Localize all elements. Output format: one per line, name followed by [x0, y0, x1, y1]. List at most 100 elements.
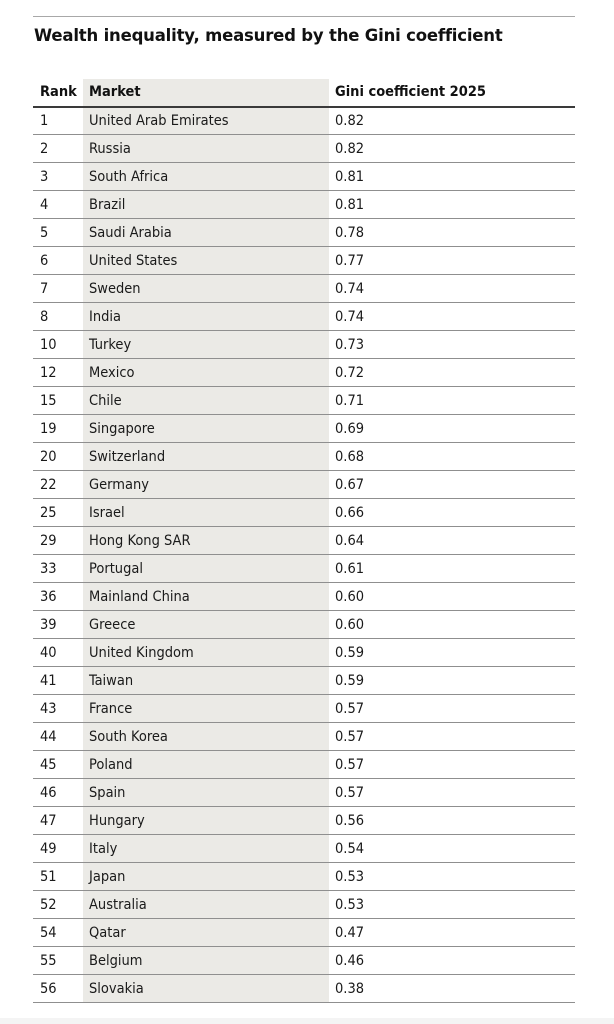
table-row: 22 Germany 0.67	[0, 471, 614, 499]
table-row: 29 Hong Kong SAR 0.64	[0, 527, 614, 555]
table-body: 1 United Arab Emirates 0.82 2 Russia 0.82 3 Sou…	[0, 107, 614, 1003]
gini-cell: 0.82	[335, 141, 365, 157]
gini-cell: 0.38	[335, 981, 365, 997]
bottom-edge	[0, 1018, 614, 1024]
gini-cell: 0.57	[335, 729, 365, 745]
gini-cell: 0.71	[335, 393, 365, 409]
table-row: 25 Israel 0.66	[0, 499, 614, 527]
market-cell: Israel	[89, 505, 125, 521]
table-row: 49 Italy 0.54	[0, 835, 614, 863]
market-cell: Hong Kong SAR	[89, 533, 191, 549]
rank-cell: 56	[40, 981, 57, 997]
header-rank: Rank	[40, 84, 77, 100]
table-row: 36 Mainland China 0.60	[0, 583, 614, 611]
table-row: 41 Taiwan 0.59	[0, 667, 614, 695]
rank-cell: 2	[40, 141, 49, 157]
rank-cell: 43	[40, 701, 57, 717]
top-divider	[33, 16, 575, 17]
gini-cell: 0.78	[335, 225, 365, 241]
table-row: 33 Portugal 0.61	[0, 555, 614, 583]
table-row: 47 Hungary 0.56	[0, 807, 614, 835]
gini-cell: 0.53	[335, 869, 365, 885]
rank-cell: 54	[40, 925, 57, 941]
table-row: 40 United Kingdom 0.59	[0, 639, 614, 667]
table-header: Rank Market Gini coefficient 2025	[0, 79, 614, 107]
gini-cell: 0.68	[335, 449, 365, 465]
table-row: 6 United States 0.77	[0, 247, 614, 275]
gini-cell: 0.54	[335, 841, 365, 857]
gini-cell: 0.74	[335, 309, 365, 325]
rank-cell: 15	[40, 393, 57, 409]
table-row: 46 Spain 0.57	[0, 779, 614, 807]
table-row: 56 Slovakia 0.38	[0, 975, 614, 1003]
rank-cell: 10	[40, 337, 57, 353]
gini-cell: 0.57	[335, 785, 365, 801]
rank-cell: 8	[40, 309, 49, 325]
gini-cell: 0.61	[335, 561, 365, 577]
market-cell: Turkey	[89, 337, 132, 353]
table-row: 8 India 0.74	[0, 303, 614, 331]
table-row: 19 Singapore 0.69	[0, 415, 614, 443]
rank-cell: 4	[40, 197, 49, 213]
rank-cell: 44	[40, 729, 57, 745]
rank-cell: 47	[40, 813, 57, 829]
market-cell: Portugal	[89, 561, 143, 577]
market-cell: Brazil	[89, 197, 126, 213]
market-cell: Slovakia	[89, 981, 144, 997]
market-cell: Singapore	[89, 421, 155, 437]
table-row: 55 Belgium 0.46	[0, 947, 614, 975]
rank-cell: 19	[40, 421, 57, 437]
table-row: 45 Poland 0.57	[0, 751, 614, 779]
table-row: 39 Greece 0.60	[0, 611, 614, 639]
table-row: 2 Russia 0.82	[0, 135, 614, 163]
rank-cell: 25	[40, 505, 57, 521]
market-cell: Hungary	[89, 813, 145, 829]
rank-cell: 22	[40, 477, 57, 493]
market-cell: Greece	[89, 617, 136, 633]
market-cell: Russia	[89, 141, 131, 157]
rank-cell: 5	[40, 225, 49, 241]
gini-cell: 0.69	[335, 421, 365, 437]
market-cell: Italy	[89, 841, 118, 857]
market-cell: United States	[89, 253, 178, 269]
table-row: 44 South Korea 0.57	[0, 723, 614, 751]
gini-cell: 0.60	[335, 589, 365, 605]
gini-cell: 0.66	[335, 505, 365, 521]
gini-cell: 0.59	[335, 673, 365, 689]
market-cell: Spain	[89, 785, 126, 801]
gini-cell: 0.72	[335, 365, 365, 381]
rank-cell: 55	[40, 953, 57, 969]
market-cell: Belgium	[89, 953, 143, 969]
gini-cell: 0.77	[335, 253, 365, 269]
gini-cell: 0.67	[335, 477, 365, 493]
gini-cell: 0.81	[335, 169, 365, 185]
table-row: 20 Switzerland 0.68	[0, 443, 614, 471]
gini-cell: 0.73	[335, 337, 365, 353]
gini-cell: 0.82	[335, 113, 365, 129]
table-row: 12 Mexico 0.72	[0, 359, 614, 387]
header-gini-coefficient: Gini coefficient 2025	[335, 84, 486, 100]
market-cell: Mexico	[89, 365, 135, 381]
table-row: 52 Australia 0.53	[0, 891, 614, 919]
market-cell: Poland	[89, 757, 133, 773]
market-cell: Saudi Arabia	[89, 225, 172, 241]
gini-cell: 0.56	[335, 813, 365, 829]
market-cell: Sweden	[89, 281, 141, 297]
gini-cell: 0.57	[335, 701, 365, 717]
rank-cell: 45	[40, 757, 57, 773]
rank-cell: 51	[40, 869, 57, 885]
rank-cell: 29	[40, 533, 57, 549]
gini-cell: 0.81	[335, 197, 365, 213]
header-divider	[33, 106, 575, 108]
table-row: 54 Qatar 0.47	[0, 919, 614, 947]
gini-cell: 0.57	[335, 757, 365, 773]
gini-cell: 0.47	[335, 925, 365, 941]
table-row: 43 France 0.57	[0, 695, 614, 723]
market-column-shading	[83, 79, 329, 1003]
market-cell: Qatar	[89, 925, 126, 941]
rank-cell: 46	[40, 785, 57, 801]
market-cell: Australia	[89, 897, 147, 913]
market-cell: Chile	[89, 393, 122, 409]
rank-cell: 41	[40, 673, 57, 689]
gini-cell: 0.53	[335, 897, 365, 913]
